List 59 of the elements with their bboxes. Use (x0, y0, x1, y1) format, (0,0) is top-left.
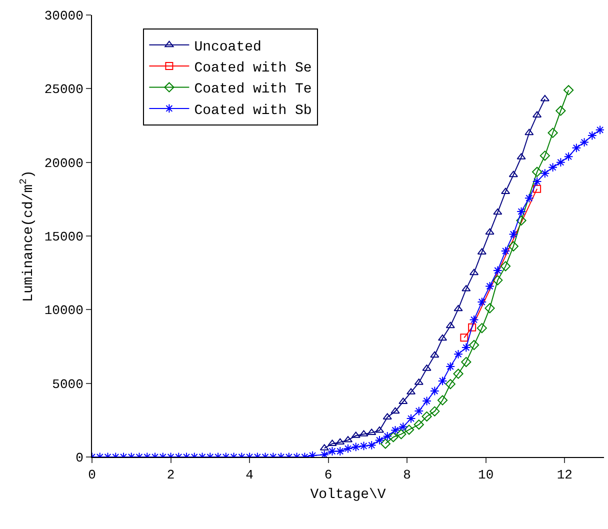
x-tick-label: 0 (88, 468, 96, 483)
point (501, 188, 510, 194)
point (516, 215, 526, 226)
x-tick-label: 2 (166, 468, 175, 483)
point (430, 351, 440, 358)
point (532, 166, 542, 177)
point (404, 424, 414, 435)
x-tick-label: 6 (324, 468, 332, 483)
point (469, 268, 479, 276)
point (493, 208, 502, 215)
point (422, 411, 432, 422)
x-axis-title: Voltage\V (310, 486, 386, 503)
y-tick-label: 15000 (44, 230, 84, 245)
point (446, 322, 455, 328)
point (484, 303, 495, 314)
legend-label: Coated with Se (194, 60, 312, 77)
point (540, 150, 550, 161)
y-tick-label: 10000 (44, 303, 84, 318)
x-tick-label: 10 (478, 468, 494, 483)
point (508, 241, 518, 252)
point (556, 106, 566, 116)
point (453, 368, 464, 379)
x-tick-label: 8 (403, 468, 411, 483)
legend-label: Coated with Te (194, 82, 312, 98)
y-tick-label: 30000 (44, 8, 84, 24)
point (548, 128, 558, 138)
point (454, 304, 463, 312)
point (476, 323, 487, 334)
point (430, 406, 440, 416)
point (390, 407, 400, 414)
x-tick-label: 4 (246, 468, 254, 483)
point (388, 432, 398, 442)
point (396, 429, 406, 440)
legend-label: Uncoated (194, 39, 262, 56)
point (524, 128, 534, 136)
legend-label: Coated with Sb (194, 102, 312, 119)
point (414, 420, 424, 430)
point (533, 184, 542, 193)
point (438, 334, 448, 341)
y-tick-label: 5000 (52, 376, 84, 392)
y-tick-label: 0 (76, 450, 84, 466)
y-tick-label: 25000 (44, 82, 84, 98)
point (437, 395, 448, 406)
y-tick-label: 20000 (44, 156, 84, 171)
point (460, 334, 468, 342)
point (445, 379, 456, 390)
point (374, 426, 384, 433)
point (468, 323, 476, 332)
point (508, 170, 518, 178)
x-tick-label: 12 (556, 468, 572, 483)
point (485, 228, 494, 235)
point (461, 356, 472, 368)
point (500, 261, 511, 272)
point (492, 275, 503, 286)
point (564, 85, 574, 96)
point (336, 438, 345, 445)
point (540, 94, 550, 102)
point (468, 340, 480, 350)
point (380, 438, 390, 449)
